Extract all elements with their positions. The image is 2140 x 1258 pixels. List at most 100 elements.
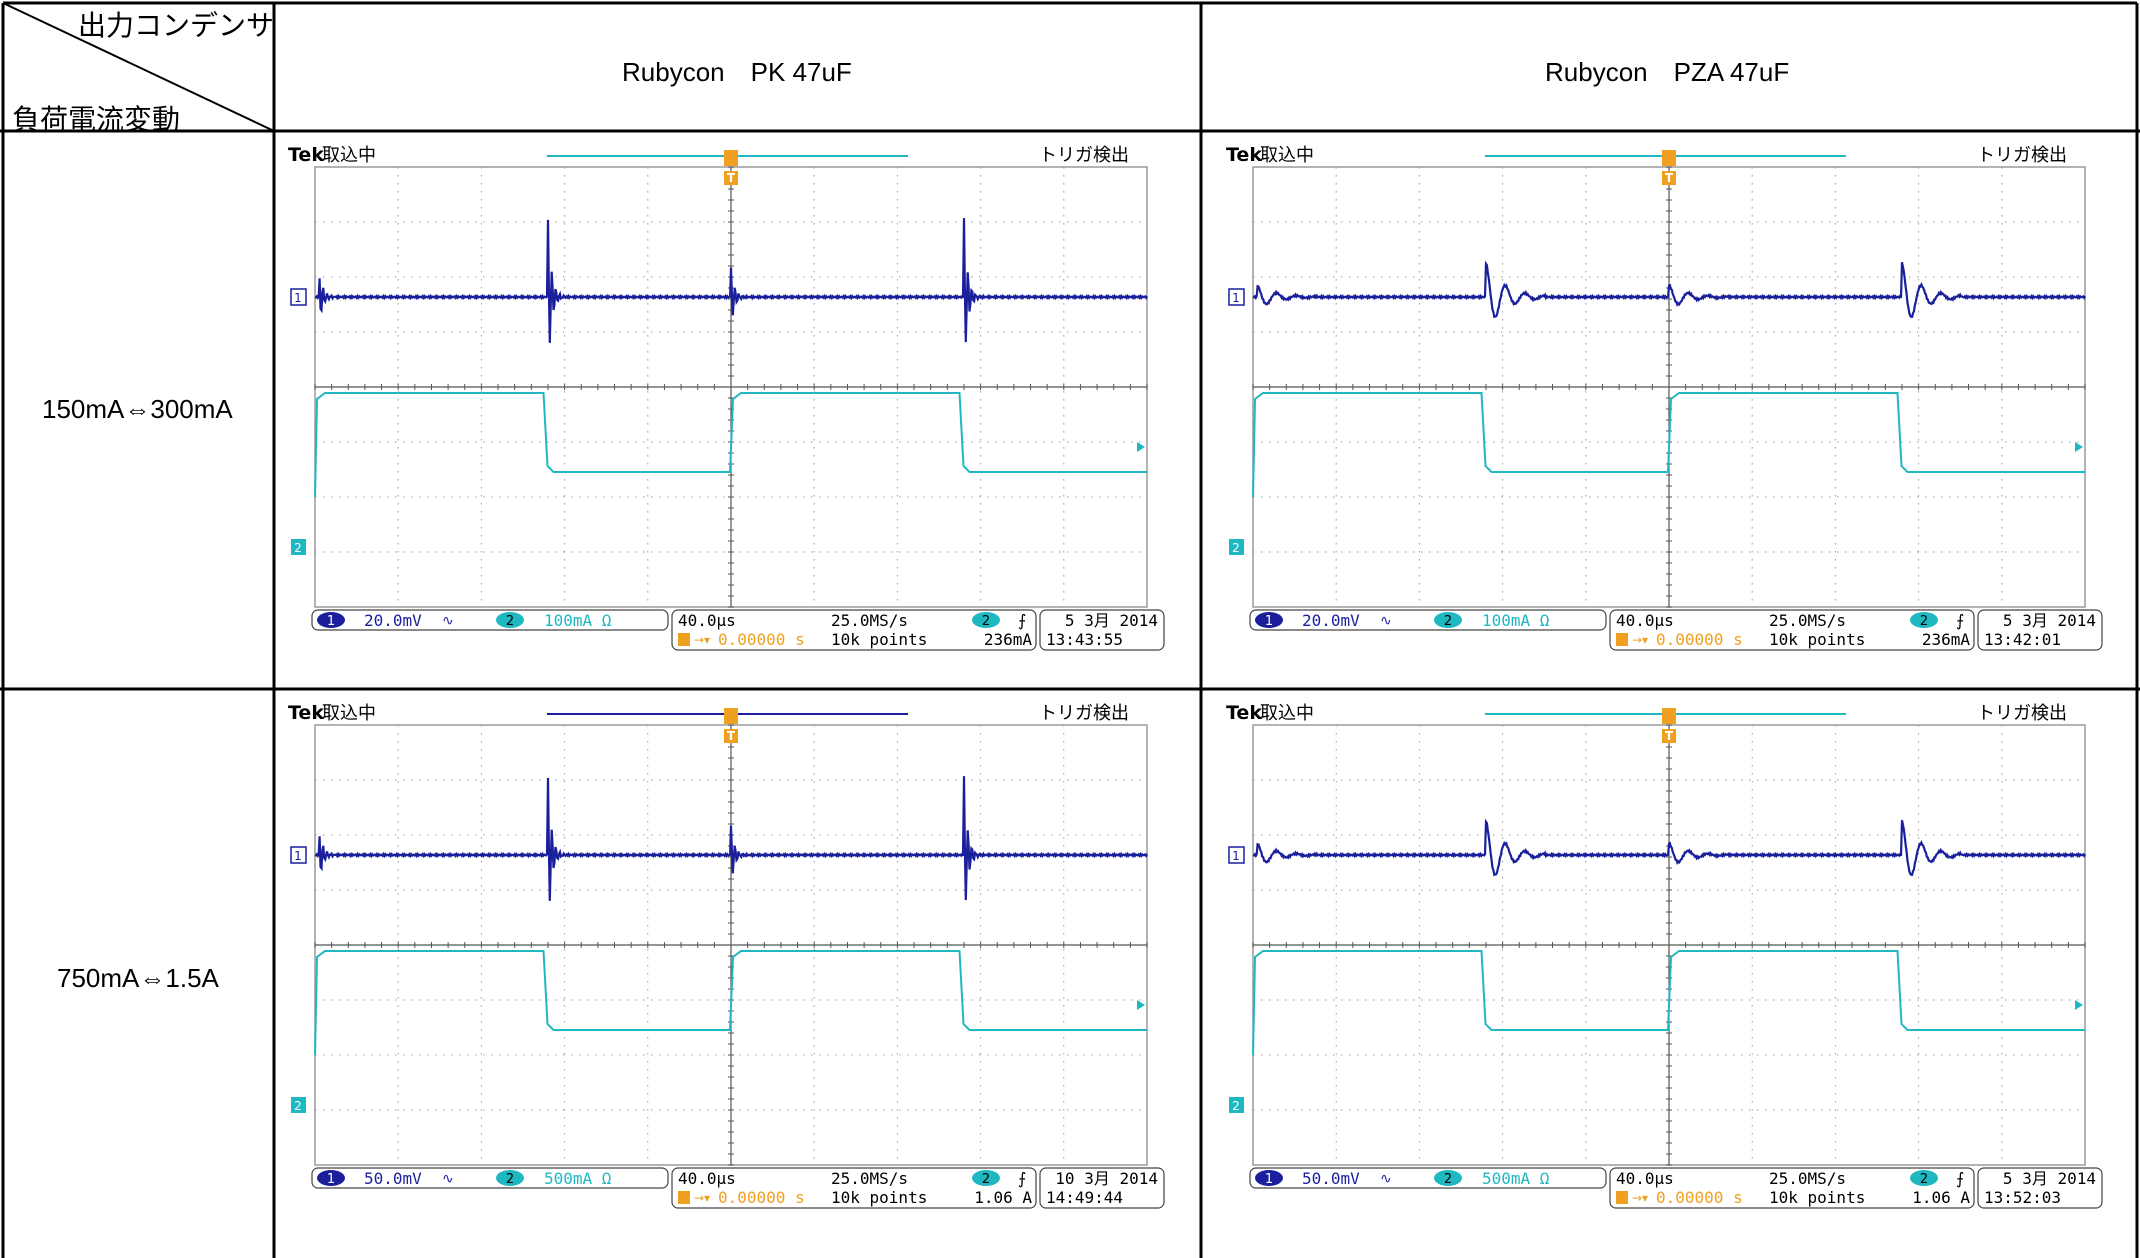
tek-logo: Tek bbox=[1226, 144, 1262, 166]
readout-bar: 1 50.0mV ∿ 2 500mA Ω 40.0µs 25.0MS/s 2 ⨍ →▾ 0.0000… bbox=[1249, 1167, 2103, 1209]
acquisition-status: 取込中 bbox=[322, 703, 376, 724]
trigger-level-marker bbox=[1137, 1000, 1145, 1010]
ch2-current-waveform bbox=[1252, 392, 2085, 498]
svg-text:2: 2 bbox=[1920, 614, 1928, 629]
readout-bar: 1 50.0mV ∿ 2 500mA Ω 40.0µs 25.0MS/s 2 ⨍ →▾ 0.0000… bbox=[311, 1167, 1165, 1209]
svg-text:1: 1 bbox=[1265, 614, 1273, 629]
svg-text:1: 1 bbox=[294, 291, 302, 305]
svg-text:1: 1 bbox=[327, 1172, 335, 1187]
ch2-scale-readout: 500mA Ω bbox=[544, 1169, 612, 1188]
trigger-position-readout: 0.00000 s bbox=[1656, 630, 1743, 649]
svg-text:2: 2 bbox=[1232, 541, 1240, 555]
ch2-scale-readout: 100mA Ω bbox=[544, 611, 612, 630]
svg-text:T: T bbox=[1665, 171, 1674, 185]
scope-pk-150: Tek 取込中 トリガ検出 T 1 2 1 20.0mV ∿ 2 100mA Ω 40.0µs 25.0… bbox=[282, 136, 1182, 656]
ac-coupling-icon: ∿ bbox=[1380, 613, 1392, 629]
svg-text:1: 1 bbox=[327, 614, 335, 629]
timebase-readout: 40.0µs bbox=[1616, 611, 1674, 630]
trigger-status: トリガ検出 bbox=[1039, 145, 1129, 166]
svg-text:2: 2 bbox=[294, 541, 302, 555]
ch2-ground-marker: 2 bbox=[1229, 1097, 1244, 1113]
channel-scale-box bbox=[311, 1167, 669, 1189]
column-header-pk: Rubycon PK 47uF bbox=[622, 57, 852, 87]
ac-coupling-icon: ∿ bbox=[1380, 1171, 1392, 1187]
svg-text:→▾: →▾ bbox=[694, 633, 710, 647]
svg-text:2: 2 bbox=[982, 614, 990, 629]
readout-bar: 1 20.0mV ∿ 2 100mA Ω 40.0µs 25.0MS/s 2 ⨍ →▾ 0.0000… bbox=[1249, 609, 2103, 651]
trigger-level-readout: 236mA bbox=[1922, 630, 1971, 649]
trigger-status: トリガ検出 bbox=[1977, 145, 2067, 166]
timebase-box bbox=[1609, 1167, 1975, 1209]
datetime-box bbox=[1977, 609, 2103, 651]
acquisition-status: 取込中 bbox=[1260, 703, 1314, 724]
ch2-ground-marker: 2 bbox=[1229, 539, 1244, 555]
svg-text:2: 2 bbox=[982, 1172, 990, 1187]
corner-header-bottom: 負荷電流変動 bbox=[12, 104, 181, 135]
svg-text:T: T bbox=[727, 729, 736, 743]
trigger-position-readout: 0.00000 s bbox=[718, 1188, 805, 1207]
ch1-voltage-waveform bbox=[1252, 818, 2086, 877]
trigger-position-readout: 0.00000 s bbox=[1656, 1188, 1743, 1207]
ch1-ground-marker: 1 bbox=[290, 288, 307, 306]
date-readout: 5 3月 2014 bbox=[2003, 611, 2096, 630]
svg-text:1: 1 bbox=[1232, 849, 1240, 863]
ch1-voltage-waveform bbox=[314, 218, 1148, 343]
ch1-scale-readout: 20.0mV bbox=[1302, 611, 1360, 630]
row-header-heavy-load: 750mA⇔1.5A bbox=[57, 963, 219, 993]
tek-logo: Tek bbox=[1226, 702, 1262, 724]
graticule bbox=[314, 724, 1148, 1166]
ch1-scale-readout: 20.0mV bbox=[364, 611, 422, 630]
trigger-level-readout: 236mA bbox=[984, 630, 1033, 649]
rising-edge-icon: ⨍ bbox=[1018, 1169, 1026, 1188]
svg-text:2: 2 bbox=[1920, 1172, 1928, 1187]
date-readout: 5 3月 2014 bbox=[1065, 611, 1158, 630]
trigger-level-readout: 1.06 A bbox=[974, 1188, 1032, 1207]
sample-rate-readout: 25.0MS/s bbox=[1769, 611, 1846, 630]
sample-rate-readout: 25.0MS/s bbox=[1769, 1169, 1846, 1188]
record-length-readout: 10k points bbox=[1769, 630, 1865, 649]
timebase-box bbox=[671, 1167, 1037, 1209]
svg-text:2: 2 bbox=[1444, 1172, 1452, 1187]
ch2-current-waveform bbox=[314, 950, 1147, 1056]
ch2-ground-marker: 2 bbox=[291, 1097, 306, 1113]
svg-text:→▾: →▾ bbox=[1632, 1191, 1648, 1205]
channel-scale-box bbox=[311, 609, 669, 631]
svg-text:2: 2 bbox=[506, 1172, 514, 1187]
svg-text:2: 2 bbox=[1444, 614, 1452, 629]
time-readout: 14:49:44 bbox=[1046, 1188, 1123, 1207]
trigger-level-marker bbox=[2075, 1000, 2083, 1010]
datetime-box bbox=[1977, 1167, 2103, 1209]
svg-text:1: 1 bbox=[1265, 1172, 1273, 1187]
ac-coupling-icon: ∿ bbox=[442, 1171, 454, 1187]
timebase-box bbox=[671, 609, 1037, 651]
acquisition-status: 取込中 bbox=[322, 145, 376, 166]
ch1-scale-readout: 50.0mV bbox=[1302, 1169, 1360, 1188]
svg-text:→▾: →▾ bbox=[1632, 633, 1648, 647]
trigger-position-marker: T bbox=[1662, 150, 1676, 185]
ch2-scale-readout: 500mA Ω bbox=[1482, 1169, 1550, 1188]
svg-text:1: 1 bbox=[294, 849, 302, 863]
date-readout: 5 3月 2014 bbox=[2003, 1169, 2096, 1188]
scope-pza-1500: Tek 取込中 トリガ検出 T 1 2 1 50.0mV ∿ 2 500mA Ω 40.0µs 25.0… bbox=[1220, 694, 2120, 1214]
datetime-box bbox=[1039, 1167, 1165, 1209]
graticule bbox=[1252, 166, 2086, 608]
trigger-level-marker bbox=[2075, 442, 2083, 452]
ch2-ground-marker: 2 bbox=[291, 539, 306, 555]
channel-scale-box bbox=[1249, 609, 1607, 631]
timebase-readout: 40.0µs bbox=[678, 1169, 736, 1188]
scope-pk-1500: Tek 取込中 トリガ検出 T 1 2 1 50.0mV ∿ 2 500mA Ω 40.0µs 25.0… bbox=[282, 694, 1182, 1214]
trigger-level-readout: 1.06 A bbox=[1912, 1188, 1970, 1207]
acquisition-status: 取込中 bbox=[1260, 145, 1314, 166]
trigger-position-marker: T bbox=[724, 150, 738, 185]
column-header-pza: Rubycon PZA 47uF bbox=[1545, 57, 1790, 87]
ac-coupling-icon: ∿ bbox=[442, 613, 454, 629]
svg-text:T: T bbox=[727, 171, 736, 185]
trigger-position-marker: T bbox=[1662, 708, 1676, 743]
ch2-scale-readout: 100mA Ω bbox=[1482, 611, 1550, 630]
date-readout: 10 3月 2014 bbox=[1055, 1169, 1158, 1188]
ch1-ground-marker: 1 bbox=[1228, 288, 1245, 306]
rising-edge-icon: ⨍ bbox=[1956, 611, 1964, 630]
